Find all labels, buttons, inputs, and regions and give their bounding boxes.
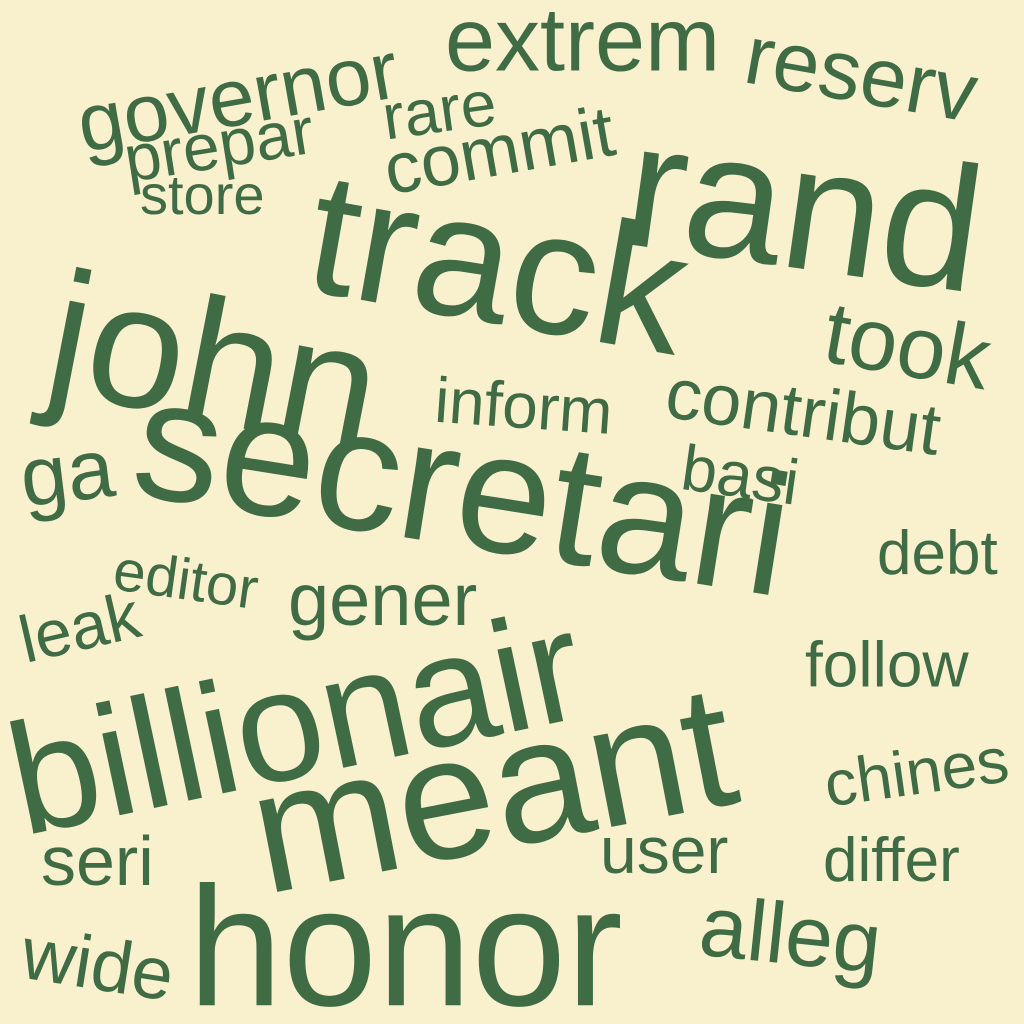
word-alleg: alleg (695, 877, 886, 993)
word-leak: leak (12, 577, 147, 677)
word-ga: ga (14, 419, 120, 525)
word-gener: gener (288, 558, 478, 642)
word-basi: basi (677, 431, 804, 519)
word-debt: debt (877, 519, 998, 589)
word-extrem: extrem (445, 0, 721, 91)
word-honor: honor (188, 852, 623, 1024)
word-follow: follow (805, 628, 969, 701)
word-wide: wide (16, 910, 180, 1017)
word-chines: chines (819, 723, 1014, 821)
word-differ: differ (823, 826, 960, 896)
word-store: store (140, 163, 265, 227)
word-user: user (600, 813, 729, 888)
word-seri: seri (41, 822, 154, 901)
